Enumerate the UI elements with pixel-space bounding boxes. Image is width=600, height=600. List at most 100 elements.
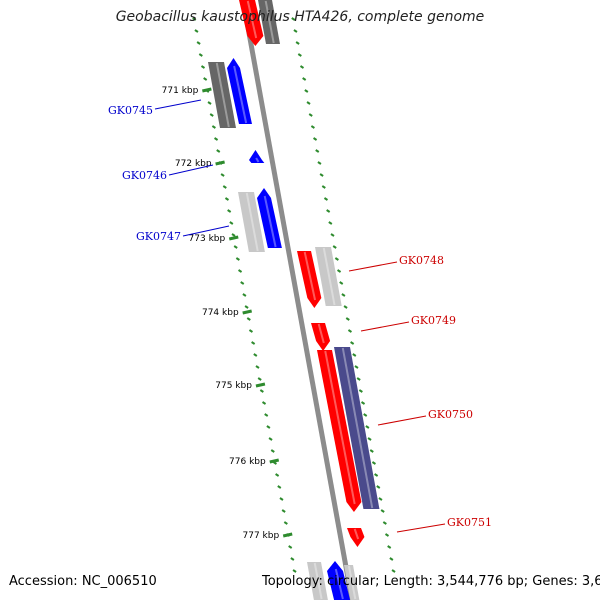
track-dot <box>209 113 214 117</box>
track-dot <box>266 425 271 429</box>
track-dot <box>240 281 245 285</box>
track-dot <box>283 521 288 525</box>
track-dot <box>315 149 320 153</box>
gene-name[interactable]: GK0745 <box>108 104 153 117</box>
accession-text: Accession: NC_006510 <box>9 574 157 589</box>
track-dot <box>220 173 225 177</box>
leader-line <box>182 225 230 237</box>
gene-label-gk0751[interactable]: GK0751 <box>396 516 492 533</box>
track-dot <box>330 233 335 237</box>
tick-label: 773 kbp <box>189 234 226 244</box>
track-dot <box>192 17 197 21</box>
track-dot <box>275 473 280 477</box>
light-gray-feature-block <box>315 247 342 306</box>
forward-gene-block-gk0751 <box>347 528 365 547</box>
reverse-gene-block-gk0746 <box>249 150 265 163</box>
track-dot <box>291 17 296 21</box>
gene-name[interactable]: GK0747 <box>136 230 181 243</box>
tick-5: 776 kbp <box>229 457 280 467</box>
track-dot <box>352 353 357 357</box>
track-dot <box>233 245 238 249</box>
tick-1: 772 kbp <box>175 159 225 169</box>
track-dot <box>251 341 256 345</box>
track-dot <box>304 89 309 93</box>
track-dot <box>308 113 313 117</box>
forward-gene-block <box>239 0 264 46</box>
track-dot <box>207 101 212 105</box>
track-dot <box>246 317 251 321</box>
track-dot <box>281 509 286 513</box>
track-dot <box>319 173 324 177</box>
gene-label-gk0750[interactable]: GK0750 <box>377 408 473 426</box>
track-dot <box>354 365 359 369</box>
track-dot <box>341 293 346 297</box>
track-dot <box>242 293 247 297</box>
track-dot <box>248 329 254 333</box>
track-dot <box>257 377 262 381</box>
topology-text: Topology: circular; Length: 3,544,776 bp… <box>262 574 600 589</box>
tick-0: 771 kbp <box>162 86 212 96</box>
genome-title: Geobacillus kaustophilus HTA426, complet… <box>115 9 485 25</box>
genome-backbone <box>240 0 355 600</box>
track-dot <box>261 401 267 405</box>
track-dot <box>255 365 260 369</box>
track-dot <box>378 497 383 501</box>
leader-line <box>377 415 427 426</box>
leader-line <box>168 164 214 176</box>
reverse-gene-block <box>327 561 351 600</box>
track-dot <box>380 509 385 513</box>
gene-labels: GK0745 GK0746 GK0747 GK0748 GK0749 GK0750 GK07… <box>108 99 492 533</box>
track-dot <box>224 197 230 201</box>
track-dot <box>229 221 234 225</box>
track-dot <box>295 41 300 45</box>
gene-label-gk0747[interactable]: GK0747 <box>136 225 230 243</box>
forward-gene-block-gk0750 <box>317 350 362 512</box>
tick-4: 775 kbp <box>215 381 266 391</box>
light-gray-feature-block <box>238 192 265 252</box>
tick-6: 777 kbp <box>243 531 293 541</box>
track-dot <box>323 197 329 201</box>
forward-gene-block-gk0748 <box>297 251 322 308</box>
track-dot <box>387 545 392 549</box>
track-dot <box>196 41 201 45</box>
track-dot <box>382 521 387 525</box>
track-dot <box>198 53 203 57</box>
gene-label-gk0746[interactable]: GK0746 <box>122 164 214 182</box>
gene-name[interactable]: GK0749 <box>411 314 456 327</box>
gene-name[interactable]: GK0748 <box>399 254 444 267</box>
track-dot <box>216 149 221 153</box>
right-dotted-track <box>291 17 396 573</box>
track-dot <box>194 29 199 33</box>
gene-name[interactable]: GK0750 <box>428 408 473 421</box>
gene-name[interactable]: GK0751 <box>447 516 492 529</box>
feature-blocks <box>208 0 380 600</box>
tick-label: 777 kbp <box>243 531 280 541</box>
reverse-gene-block-gk0747 <box>257 188 282 248</box>
tick-3: 774 kbp <box>202 308 253 318</box>
track-dot <box>259 389 264 393</box>
track-dot <box>293 29 298 33</box>
track-dot <box>270 449 275 453</box>
track-dot <box>334 257 339 261</box>
gene-name[interactable]: GK0746 <box>122 169 167 182</box>
track-dot <box>332 245 337 249</box>
track-dot <box>235 257 240 261</box>
gene-label-gk0748[interactable]: GK0748 <box>348 254 444 272</box>
track-dot <box>253 353 258 357</box>
reverse-gene-block-gk0745 <box>227 58 252 124</box>
track-dot <box>317 161 322 165</box>
gene-label-gk0745[interactable]: GK0745 <box>108 99 202 117</box>
track-dot <box>328 221 333 225</box>
track-dot <box>264 413 269 417</box>
track-dot <box>292 569 297 573</box>
track-dot <box>376 485 381 489</box>
track-dot <box>339 281 344 285</box>
gene-label-gk0749[interactable]: GK0749 <box>360 314 456 332</box>
track-dot <box>310 125 315 129</box>
track-dot <box>356 377 361 381</box>
track-dot <box>363 413 368 417</box>
track-dot <box>203 77 208 81</box>
leader-line <box>348 261 398 272</box>
